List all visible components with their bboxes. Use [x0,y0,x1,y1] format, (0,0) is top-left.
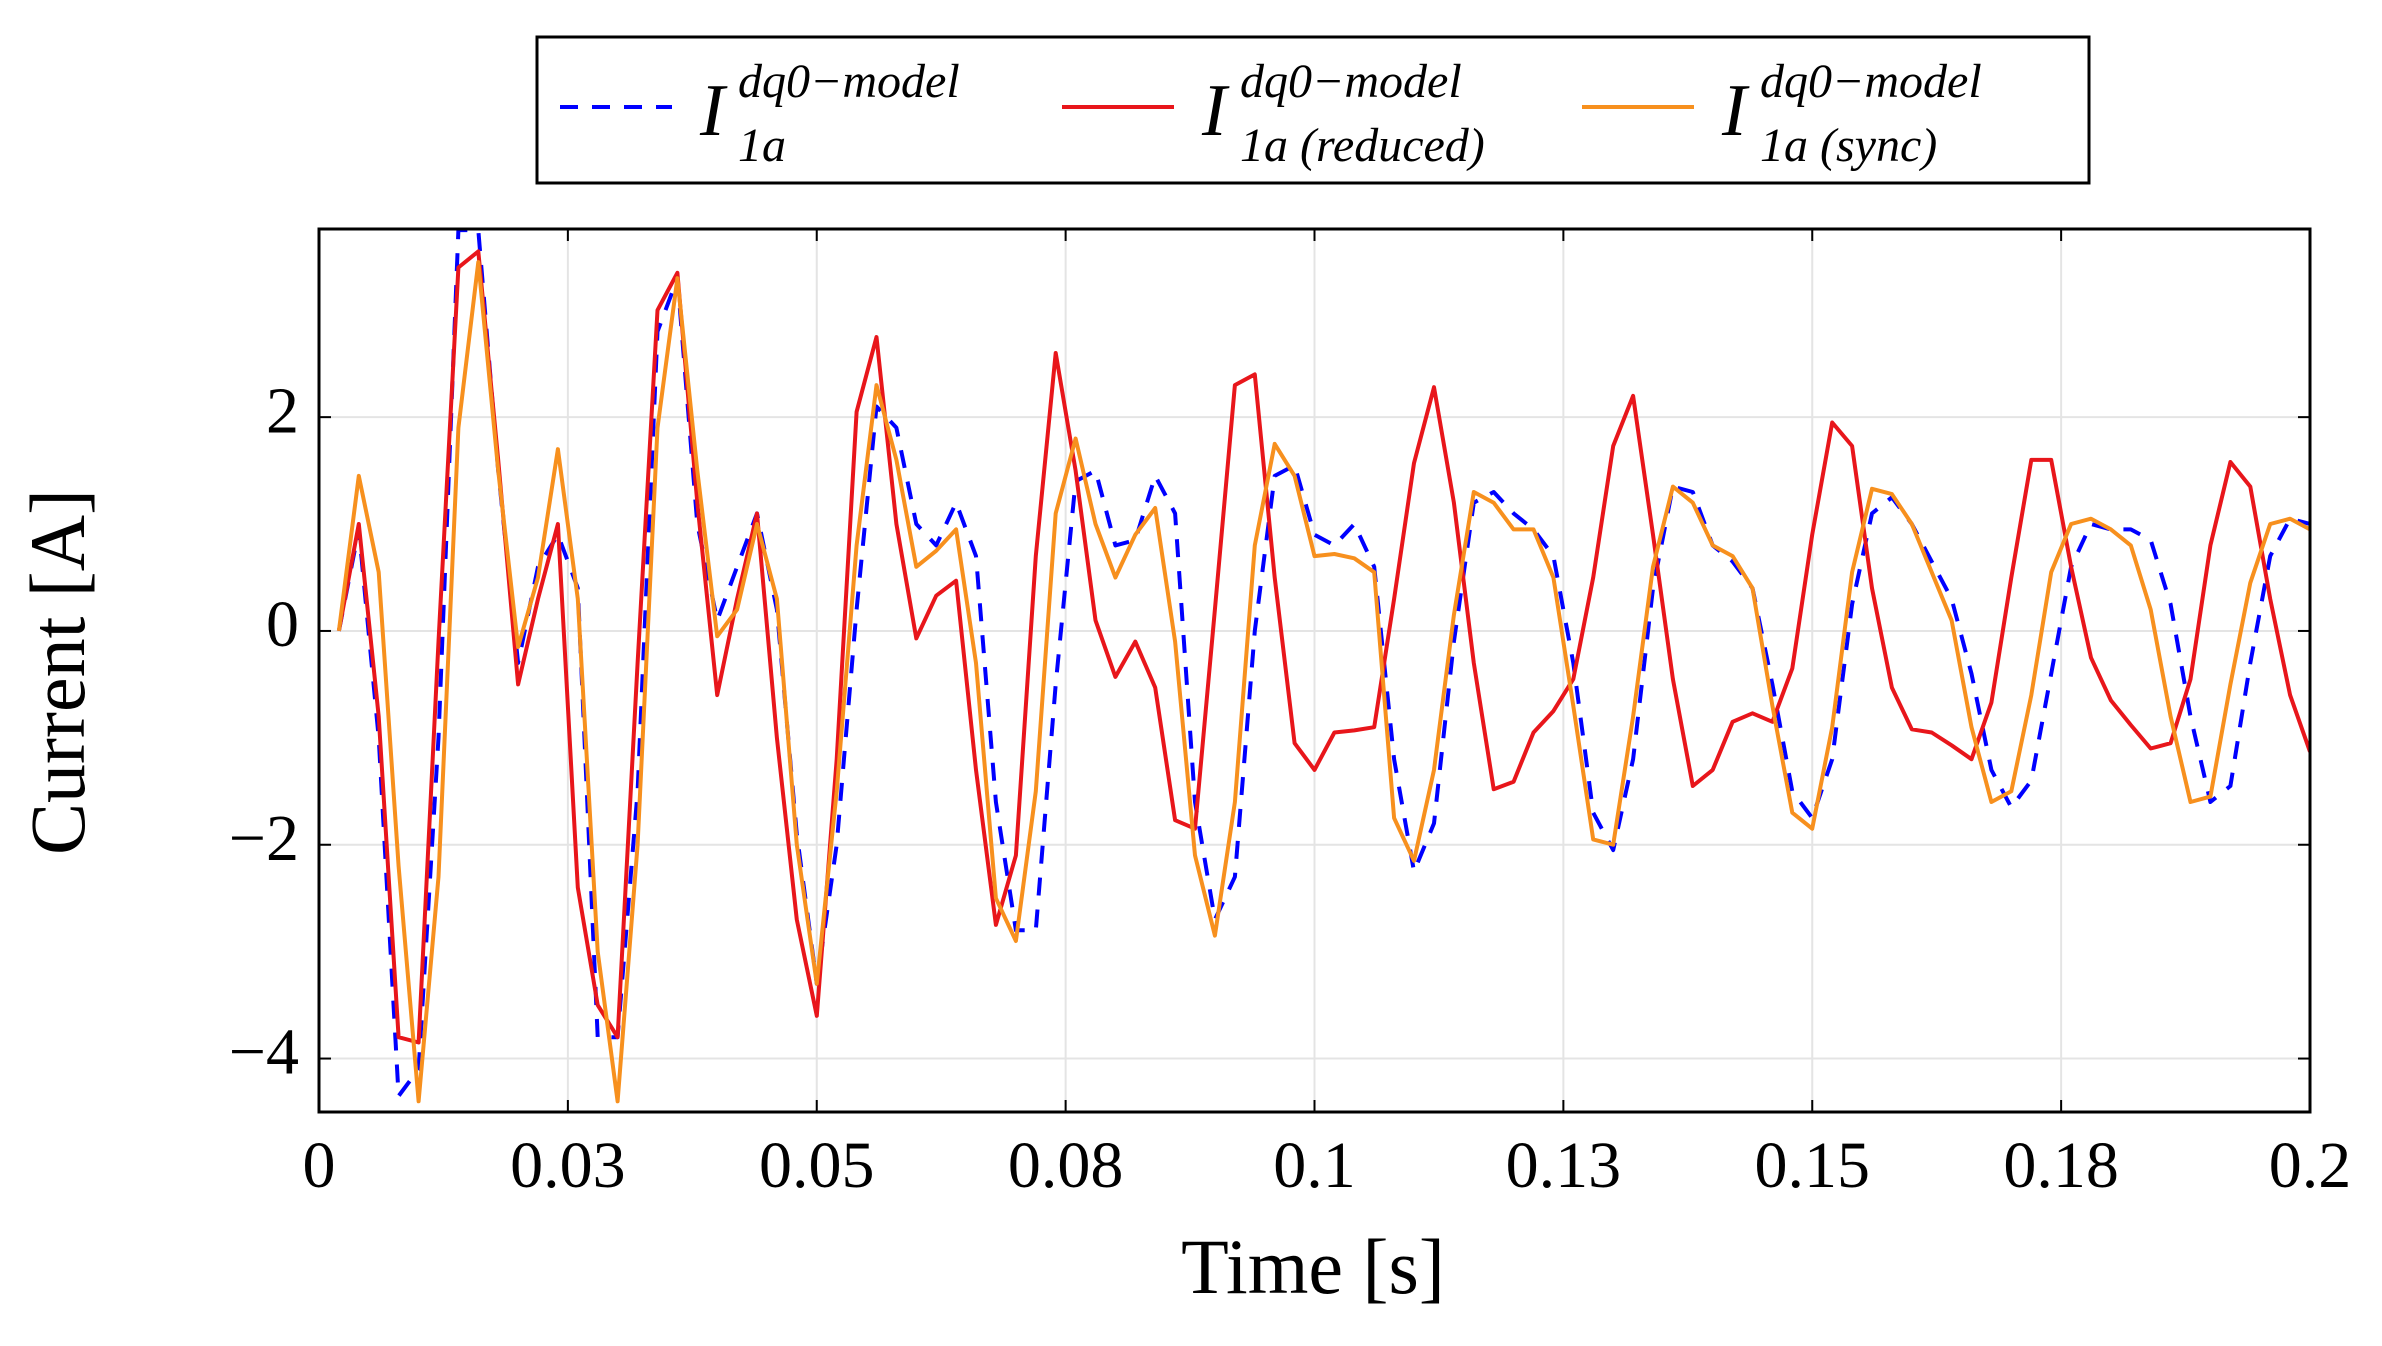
legend-subscript: 1a [738,119,786,172]
series-line [336,229,2310,1098]
x-tick-label: 0 [303,1129,336,1202]
legend-name: I [1721,70,1750,152]
x-axis-label: Time [s] [1181,1223,1445,1310]
legend-superscript: dq0−model [738,55,960,108]
y-tick-label: 0 [266,588,299,661]
x-tick-label: 0.18 [2003,1129,2119,1202]
plot-frame [317,227,2312,1114]
y-tick-label: −2 [229,802,299,875]
plot-lines [336,229,2310,1104]
legend-entry: I [699,70,728,152]
x-tick-label: 0.13 [1506,1129,1622,1202]
legend-name: I [1201,70,1230,152]
x-tick-label: 0.03 [510,1129,626,1202]
legend-entry: I [1201,70,1230,152]
x-tick-label: 0.2 [2269,1129,2352,1202]
legend-subscript: 1a (sync) [1760,119,1937,172]
y-axis-label: Current [A] [14,489,101,855]
x-tick-label: 0.05 [759,1129,875,1202]
legend-box [535,35,2091,185]
legend-superscript: dq0−model [1760,55,1982,108]
legend-superscript: dq0−model [1240,55,1462,108]
x-tick-label: 0.1 [1273,1129,1356,1202]
x-tick-label: 0.15 [1755,1129,1871,1202]
series-line [336,260,2310,1104]
y-tick-label: 2 [266,374,299,447]
y-tick-label: −4 [229,1016,299,1089]
legend-entry: I [1721,70,1750,152]
legend-name: I [699,70,728,152]
legend-subscript: 1a (reduced) [1240,119,1485,172]
series-line [336,249,2310,1045]
x-tick-label: 0.08 [1008,1129,1124,1202]
